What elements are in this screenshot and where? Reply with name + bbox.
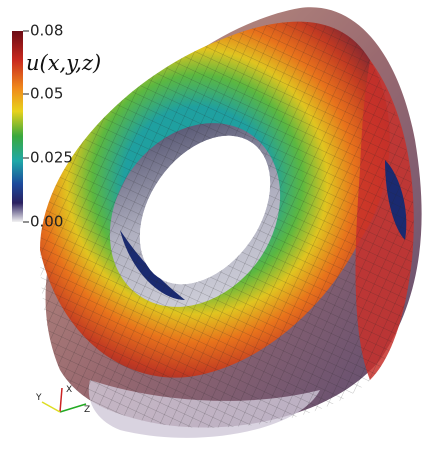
axis-label: Z [84,405,90,415]
colorbar-tick-label: 0.05 [30,85,63,103]
axes-triad: X Y Z [35,385,90,415]
colorbar-title: u(x,y,z) [26,51,101,75]
colorbar-tick-label: 0.00 [30,213,63,231]
colorbar-gradient [12,31,23,222]
colorbar-tick-label: 0.08 [30,22,63,40]
colorbar-tick-label: 0.025 [30,149,73,167]
axis-label: X [66,385,72,395]
colorbar: 0.08 0.05 0.025 0.00 u(x,y,z) [12,22,101,231]
axis-label: Y [35,393,42,403]
torus-shape [40,7,422,438]
